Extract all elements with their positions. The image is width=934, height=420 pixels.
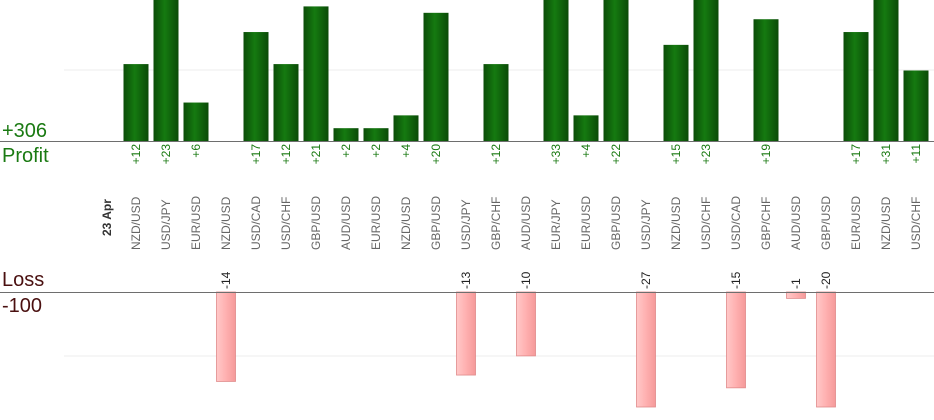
loss-bars [216,291,836,408]
category-label: USD/CHF [279,197,293,250]
category-label: NZD/USD [879,196,893,250]
category-label: USD/CHF [909,197,923,250]
profit-bar [843,32,869,141]
category-label: GBP/CHF [759,197,773,250]
loss-bar [636,291,656,408]
profit-value-label: +31 [879,144,893,165]
profit-bar [693,0,719,141]
category-label: USD/JPY [639,199,653,250]
profit-bar [423,12,449,142]
category-labels: NZD/USD USD/JPY EUR/USD NZD/USD USD/CAD USD/C… [129,196,923,250]
profit-value-label: +12 [129,144,143,165]
profit-value-label: +20 [429,144,443,165]
profit-value-label: +22 [609,144,623,165]
profit-bar [753,19,779,141]
profit-bar [483,64,509,141]
loss-value-label: -1 [789,278,803,289]
category-label: EUR/JPY [549,199,563,250]
profit-bar [663,44,689,142]
profit-value-labels: +12 +23 +6 +17 +12 +21 +2 +2 +4 +20 +12 +33 +4 +22 +15… [129,144,923,165]
category-label: GBP/USD [429,196,443,250]
loss-bar [456,291,476,376]
category-label: USD/CAD [729,196,743,250]
profit-value-label: +11 [909,144,923,164]
loss-value-label: -10 [519,271,533,289]
loss-total: -100 [2,295,43,317]
profit-value-label: +4 [579,144,593,158]
profit-value-label: +23 [159,144,173,165]
category-label: GBP/USD [609,196,623,250]
profit-value-label: +2 [369,144,383,158]
profit-bar [393,115,419,141]
category-label: USD/JPY [159,199,173,250]
profit-bar [303,6,329,142]
category-label: USD/CHF [699,197,713,250]
profit-value-label: +21 [309,144,323,165]
loss-value-labels: -14 -13 -10 -27 -15 -1 -20 [219,271,833,289]
profit-bar [273,64,299,141]
loss-value-label: -20 [819,271,833,289]
profit-bars [123,0,929,142]
profit-value-label: +12 [279,144,293,165]
profit-value-label: +15 [669,144,683,165]
profit-bar [333,128,359,141]
category-label: NZD/USD [399,196,413,250]
category-label: AUD/USD [339,196,353,250]
category-label: GBP/CHF [489,197,503,250]
date-label: 23 Apr [100,199,114,236]
profit-value-label: +2 [339,144,353,158]
profit-bar [243,32,269,141]
profit-bar [183,102,209,141]
loss-bar [816,291,836,408]
category-label: EUR/USD [369,196,383,250]
loss-value-label: -27 [639,271,653,289]
loss-bar [726,291,746,389]
profit-value-label: +19 [759,144,773,165]
profit-bar [903,70,929,141]
category-label: AUD/USD [519,196,533,250]
loss-label: Loss [2,269,45,291]
profit-value-label: +12 [489,144,503,165]
loss-value-label: -13 [459,271,473,289]
category-label: EUR/USD [579,196,593,250]
category-label: NZD/USD [129,196,143,250]
category-label: USD/JPY [459,199,473,250]
category-label: EUR/USD [849,196,863,250]
category-label: GBP/USD [819,196,833,250]
category-label: EUR/USD [189,196,203,250]
category-label: AUD/USD [789,196,803,250]
loss-value-label: -14 [219,271,233,289]
loss-bar [216,291,236,382]
profit-bar [123,64,149,141]
category-label: GBP/USD [309,196,323,250]
profit-value-label: +6 [189,144,203,158]
profit-value-label: +23 [699,144,713,165]
profit-bar [873,0,899,141]
profit-total: +306 [2,120,48,142]
profit-bar [363,128,389,141]
profit-bar [153,0,179,141]
profit-value-label: +17 [249,144,263,165]
profit-value-label: +17 [849,144,863,165]
profit-bar [573,115,599,141]
category-label: NZD/USD [669,196,683,250]
loss-value-label: -15 [729,271,743,289]
profit-value-label: +4 [399,144,413,158]
profit-bar [543,0,569,141]
loss-bar [516,291,536,357]
profit-label: Profit [2,145,49,167]
category-label: NZD/USD [219,196,233,250]
profit-value-label: +33 [549,144,563,165]
profit-bar [603,0,629,141]
category-label: USD/CAD [249,196,263,250]
